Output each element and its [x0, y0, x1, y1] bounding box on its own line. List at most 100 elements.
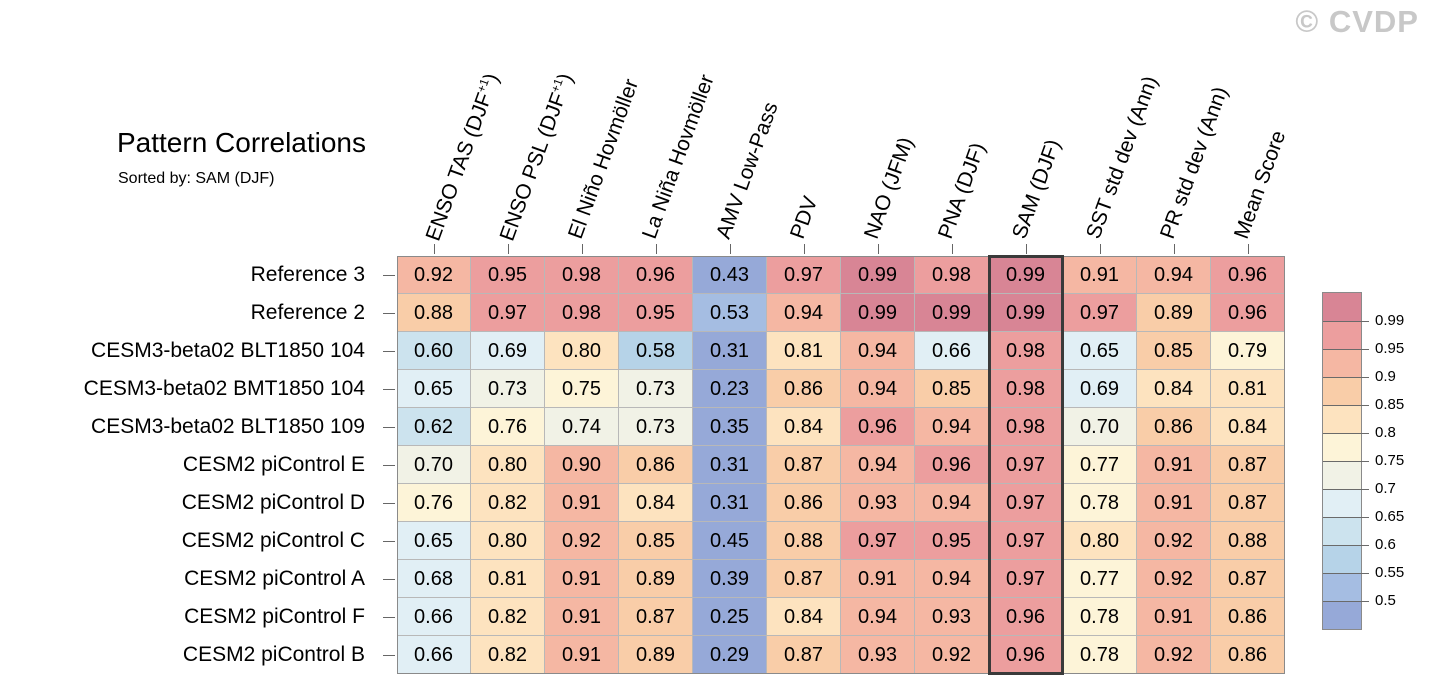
heatmap-cell: 0.98: [989, 332, 1063, 370]
heatmap-cell: 0.58: [619, 332, 693, 370]
heatmap-cell: 0.89: [619, 636, 693, 674]
heatmap-cell: 0.96: [989, 636, 1063, 674]
heatmap-cell: 0.91: [1137, 446, 1211, 484]
row-label: CESM3-beta02 BLT1850 104: [91, 339, 365, 362]
chart-subtitle: Sorted by: SAM (DJF): [118, 170, 275, 187]
colorbar-tick: [1323, 573, 1369, 574]
heatmap-cell: 0.84: [619, 484, 693, 522]
heatmap-cell: 0.93: [841, 636, 915, 674]
heatmap-cell: 0.73: [619, 370, 693, 408]
heatmap-cell: 0.98: [989, 408, 1063, 446]
heatmap-cell: 0.25: [693, 598, 767, 636]
colorbar-label: 0.85: [1375, 396, 1405, 413]
heatmap-cell: 0.66: [397, 636, 471, 674]
heatmap-cell: 0.85: [915, 370, 989, 408]
heatmap-cell: 0.99: [915, 294, 989, 332]
colorbar-segment: [1323, 349, 1361, 377]
heatmap-cell: 0.66: [397, 598, 471, 636]
column-tick: [804, 244, 805, 254]
row-label: Reference 2: [250, 301, 365, 324]
heatmap-cell: 0.99: [841, 256, 915, 294]
colorbar-segment: [1323, 573, 1361, 601]
row-label: Reference 3: [250, 263, 365, 286]
heatmap-cell: 0.90: [545, 446, 619, 484]
heatmap-cell: 0.77: [1063, 560, 1137, 598]
heatmap-cell: 0.99: [841, 294, 915, 332]
heatmap-cell: 0.84: [767, 408, 841, 446]
heatmap-cell: 0.94: [915, 484, 989, 522]
heatmap-cell: 0.89: [1137, 294, 1211, 332]
heatmap-cell: 0.96: [619, 256, 693, 294]
heatmap-cell: 0.69: [1063, 370, 1137, 408]
colorbar-tick: [1323, 517, 1369, 518]
column-header: PNA (DJF): [934, 139, 990, 242]
heatmap-cell: 0.78: [1063, 636, 1137, 674]
heatmap-cell: 0.31: [693, 484, 767, 522]
heatmap-cell: 0.77: [1063, 446, 1137, 484]
heatmap-cell: 0.75: [545, 370, 619, 408]
heatmap-cell: 0.94: [767, 294, 841, 332]
column-header: El Niño Hovmöller: [564, 76, 644, 242]
column-header: ENSO TAS (DJF+1): [421, 70, 504, 244]
heatmap-cell: 0.39: [693, 560, 767, 598]
row-tick: [383, 503, 395, 504]
colorbar-tick: [1323, 461, 1369, 462]
heatmap-cell: 0.94: [841, 370, 915, 408]
heatmap-cell: 0.88: [1211, 522, 1285, 560]
heatmap-cell: 0.87: [619, 598, 693, 636]
heatmap-cell: 0.85: [1137, 332, 1211, 370]
heatmap-cell: 0.74: [545, 408, 619, 446]
heatmap-cell: 0.81: [1211, 370, 1285, 408]
colorbar-tick: [1323, 433, 1369, 434]
row-label: CESM3-beta02 BLT1850 109: [91, 415, 365, 438]
heatmap-cell: 0.86: [619, 446, 693, 484]
heatmap-cell: 0.86: [767, 484, 841, 522]
column-tick: [434, 244, 435, 254]
colorbar-tick: [1323, 405, 1369, 406]
heatmap-cell: 0.43: [693, 256, 767, 294]
column-tick: [730, 244, 731, 254]
colorbar-label: 0.9: [1375, 368, 1396, 385]
heatmap-cell: 0.97: [989, 484, 1063, 522]
heatmap-cell: 0.84: [1137, 370, 1211, 408]
heatmap-cell: 0.87: [1211, 560, 1285, 598]
heatmap-cell: 0.60: [397, 332, 471, 370]
colorbar-segment: [1323, 461, 1361, 489]
heatmap-cell: 0.80: [545, 332, 619, 370]
heatmap-cell: 0.97: [1063, 294, 1137, 332]
row-tick: [383, 579, 395, 580]
heatmap-cell: 0.81: [471, 560, 545, 598]
heatmap-cell: 0.99: [989, 256, 1063, 294]
row-tick: [383, 275, 395, 276]
heatmap-cell: 0.80: [471, 446, 545, 484]
heatmap-cell: 0.80: [1063, 522, 1137, 560]
heatmap-cell: 0.76: [471, 408, 545, 446]
heatmap-cell: 0.96: [1211, 294, 1285, 332]
row-tick: [383, 427, 395, 428]
heatmap-cell: 0.65: [397, 370, 471, 408]
heatmap-cell: 0.94: [915, 408, 989, 446]
heatmap-cell: 0.31: [693, 332, 767, 370]
heatmap-cell: 0.31: [693, 446, 767, 484]
colorbar-segment: [1323, 433, 1361, 461]
colorbar-tick: [1323, 377, 1369, 378]
heatmap-cell: 0.92: [397, 256, 471, 294]
heatmap-cell: 0.69: [471, 332, 545, 370]
heatmap-cell: 0.66: [915, 332, 989, 370]
heatmap-cell: 0.91: [545, 636, 619, 674]
heatmap-cell: 0.73: [619, 408, 693, 446]
column-header: SAM (DJF): [1008, 136, 1066, 242]
heatmap-cell: 0.85: [619, 522, 693, 560]
column-tick: [582, 244, 583, 254]
heatmap-cell: 0.92: [1137, 522, 1211, 560]
row-tick: [383, 465, 395, 466]
heatmap-cell: 0.91: [545, 484, 619, 522]
heatmap-cell: 0.95: [915, 522, 989, 560]
colorbar-label: 0.7: [1375, 480, 1396, 497]
heatmap-cell: 0.96: [841, 408, 915, 446]
colorbar-segment: [1323, 377, 1361, 405]
column-header: AMV Low-Pass: [712, 99, 783, 242]
column-tick: [1248, 244, 1249, 254]
colorbar-label: 0.99: [1375, 312, 1405, 329]
heatmap-cell: 0.87: [1211, 484, 1285, 522]
